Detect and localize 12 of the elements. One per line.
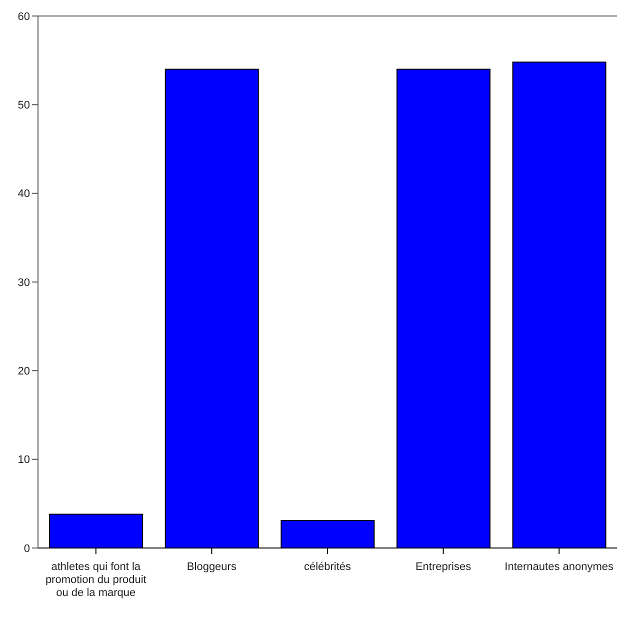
x-tick-label: Internautes anonymes — [504, 561, 614, 573]
y-tick-label: 30 — [18, 276, 30, 289]
y-tick-label: 0 — [24, 542, 30, 555]
y-tick-label: 60 — [18, 10, 30, 23]
x-tick-label: Entreprises — [415, 561, 472, 573]
y-tick-label: 10 — [18, 454, 30, 466]
x-tick-label: athletes qui font la promotion du produit ou de la marque — [45, 561, 146, 599]
x-tick-label: célébrités — [304, 561, 352, 573]
y-tick-label: 50 — [18, 100, 30, 112]
x-tick-label: Bloggeurs — [186, 561, 237, 573]
y-tick-label: 40 — [18, 188, 30, 200]
y-tick-label: 20 — [18, 366, 30, 378]
